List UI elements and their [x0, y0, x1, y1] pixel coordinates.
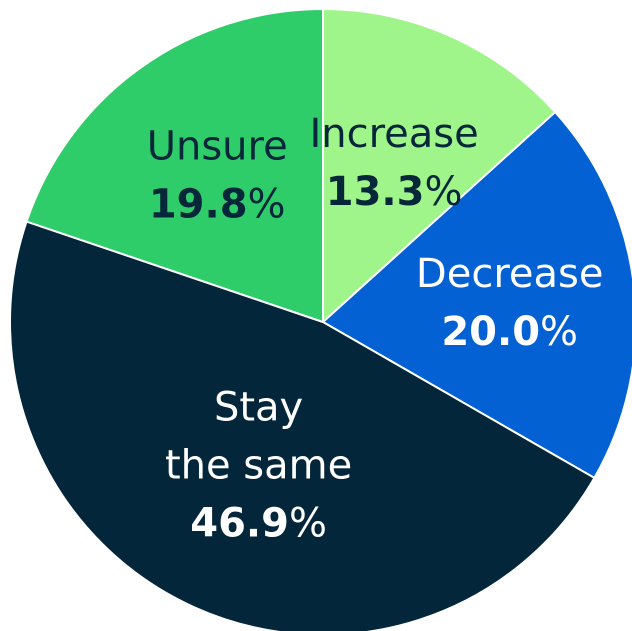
pie-slices [9, 7, 632, 631]
pie-slice-3 [25, 7, 324, 324]
slice-value-1: 20.0% [441, 309, 578, 355]
pie-slice-1 [321, 110, 632, 480]
slice-label-1-line-0: Decrease [416, 251, 604, 297]
slice-value-0: 13.3% [326, 169, 463, 215]
slice-label-2-line-1: the same [165, 443, 352, 489]
pie-slice-0 [322, 7, 557, 325]
slice-value-2: 46.9% [190, 501, 327, 547]
slice-label-0-line-0: Increase [309, 111, 478, 157]
slice-label-3-line-0: Unsure [147, 124, 288, 170]
pie-slice-2 [9, 220, 596, 631]
slice-value-3: 19.8% [149, 182, 286, 228]
slice-label-2-line-0: Stay [214, 385, 303, 431]
pie-labels: Increase 13.3% Decrease 20.0% Stay the same 46… [147, 111, 604, 547]
